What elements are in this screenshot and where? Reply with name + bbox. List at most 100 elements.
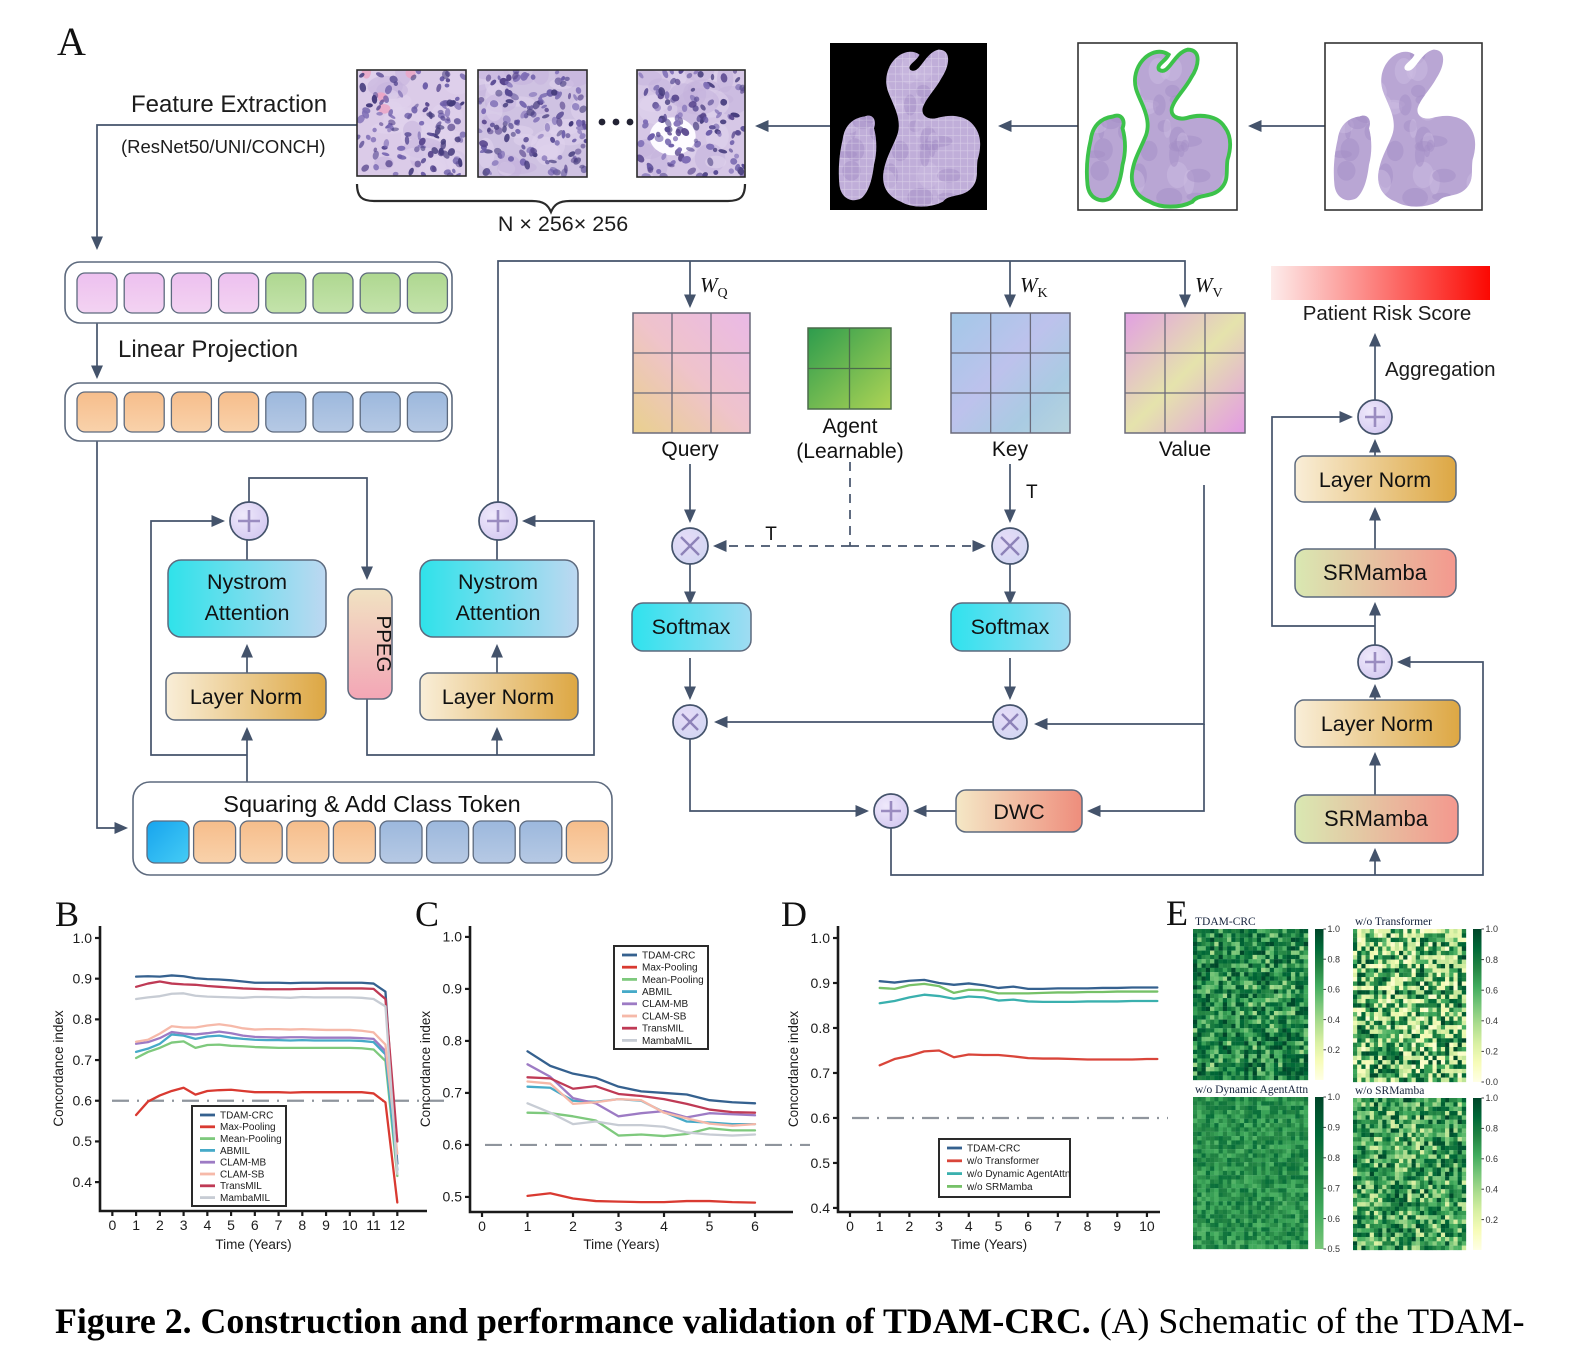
- heatmap-cell: [1457, 1128, 1462, 1133]
- heatmap-cell: [1299, 1110, 1304, 1115]
- heatmap-cell: [1295, 1192, 1300, 1198]
- heatmap-cell: [1382, 950, 1387, 956]
- heatmap-cell: [1361, 1167, 1366, 1172]
- heatmap-cell: [1273, 972, 1279, 977]
- heatmap-cell: [1373, 1042, 1379, 1048]
- heatmap-cell: [1282, 1058, 1287, 1063]
- heatmap-cell: [1457, 1180, 1462, 1185]
- heatmap-cell: [1394, 1077, 1400, 1083]
- heatmap-cell: [1386, 1124, 1391, 1129]
- heatmap-cell: [1252, 959, 1258, 964]
- heatmap-cell: [1419, 1145, 1425, 1151]
- heatmap-cell: [1378, 1206, 1383, 1212]
- heatmap-cell: [1222, 1032, 1228, 1037]
- heatmap-cell: [1411, 1180, 1416, 1185]
- heatmap-cell: [1407, 1124, 1412, 1129]
- heatmap-cell: [1201, 976, 1206, 981]
- heatmap-cell: [1214, 1179, 1219, 1184]
- heatmap-cell: [1378, 950, 1383, 956]
- heatmap-cell: [1373, 1115, 1379, 1120]
- heatmap-cell: [1193, 1201, 1198, 1206]
- heatmap-cell: [1256, 1101, 1262, 1106]
- panel-a: A Feature Extraction (ResNet50/UNI/CONCH…: [57, 19, 1496, 876]
- svg-text:Attention: Attention: [205, 601, 290, 625]
- heatmap-cell: [1201, 1140, 1206, 1145]
- heatmap-cell: [1222, 993, 1228, 999]
- heatmap-cell: [1424, 1197, 1429, 1203]
- heatmap-cell: [1403, 1236, 1408, 1242]
- heatmap-cell: [1403, 1064, 1408, 1070]
- heatmap-cell: [1394, 1098, 1400, 1103]
- heatmap-cell: [1357, 1055, 1362, 1061]
- heatmap-cell: [1231, 1196, 1236, 1202]
- heatmap-cell: [1445, 1236, 1450, 1242]
- heatmap-cell: [1403, 1128, 1408, 1133]
- heatmap-cell: [1218, 1227, 1223, 1232]
- heatmap-cell: [1227, 1071, 1232, 1076]
- heatmap-cell: [1457, 1038, 1462, 1043]
- heatmap-cell: [1428, 1064, 1433, 1070]
- heatmap-cell: [1449, 1145, 1454, 1151]
- heatmap-cell: [1286, 941, 1292, 947]
- heatmap-cell: [1269, 1136, 1275, 1141]
- heatmap-cell: [1252, 1222, 1258, 1228]
- heatmap-cell: [1411, 1223, 1416, 1229]
- heatmap-cell: [1227, 1002, 1232, 1007]
- heatmap-cell: [1353, 950, 1358, 956]
- heatmap-cell: [1252, 1136, 1258, 1141]
- heatmap-cell: [1244, 954, 1249, 960]
- heatmap-cell: [1382, 1202, 1387, 1207]
- heatmap-cell: [1403, 1055, 1408, 1061]
- heatmap-cell: [1201, 1015, 1206, 1020]
- heatmap-cell: [1407, 955, 1412, 960]
- heatmap-cell: [1299, 1114, 1304, 1119]
- heatmap-cell: [1256, 941, 1262, 947]
- heatmap-cell: [1261, 972, 1266, 977]
- heatmap-cell: [1218, 1140, 1223, 1145]
- heatmap-cell: [1373, 1197, 1379, 1203]
- token-row-features: [64, 261, 453, 324]
- heatmap-cell: [1218, 1231, 1223, 1237]
- heatmap-cell: [1411, 968, 1416, 973]
- heatmap-cell: [1415, 985, 1421, 991]
- heatmap-cell: [1365, 1128, 1370, 1133]
- heatmap-cell: [1361, 937, 1366, 943]
- heatmap-cell: [1205, 1032, 1211, 1037]
- heatmap-cell: [1353, 1206, 1358, 1212]
- heatmap-cell: [1269, 1205, 1275, 1211]
- heatmap-cell: [1286, 1175, 1292, 1180]
- heatmap-cell: [1299, 976, 1304, 981]
- heatmap-cell: [1436, 955, 1442, 960]
- heatmap-cell: [1252, 1006, 1258, 1012]
- heatmap-cell: [1394, 1167, 1400, 1172]
- heatmap-cell: [1248, 1058, 1253, 1063]
- heatmap-cell: [1419, 977, 1425, 982]
- heatmap-cell: [1193, 989, 1198, 994]
- heatmap-cell: [1244, 1214, 1249, 1219]
- heatmap-cell: [1214, 933, 1219, 938]
- heatmap-cell: [1239, 954, 1245, 960]
- heatmap-cell: [1424, 1132, 1429, 1138]
- heatmap-cell: [1214, 929, 1219, 934]
- heatmap-cell: [1403, 1202, 1408, 1207]
- legend-label: Max-Pooling: [220, 1122, 276, 1133]
- heatmap-cell: [1210, 1240, 1215, 1245]
- heatmap-cell: [1386, 950, 1391, 956]
- heatmap-cell: [1390, 1111, 1396, 1116]
- heatmap-cell: [1365, 1189, 1370, 1194]
- heatmap-cell: [1205, 1110, 1211, 1115]
- heatmap-cell: [1449, 981, 1454, 986]
- heatmap-cell: [1390, 1055, 1396, 1061]
- heatmap-cell: [1378, 972, 1383, 978]
- heatmap-cell: [1303, 1067, 1309, 1072]
- heatmap-cell: [1373, 1003, 1379, 1008]
- heatmap-cell: [1261, 1218, 1266, 1224]
- heatmap-cell: [1303, 1127, 1309, 1132]
- layer-norm-box-1: Layer Norm: [165, 672, 327, 721]
- heatmap-cell: [1222, 1136, 1228, 1141]
- heatmap-cell: [1386, 1189, 1391, 1194]
- heatmap-cell: [1386, 1137, 1391, 1142]
- heatmap-cell: [1457, 1016, 1462, 1021]
- heatmap-cell: [1210, 1222, 1215, 1228]
- heatmap-cell: [1361, 1073, 1366, 1078]
